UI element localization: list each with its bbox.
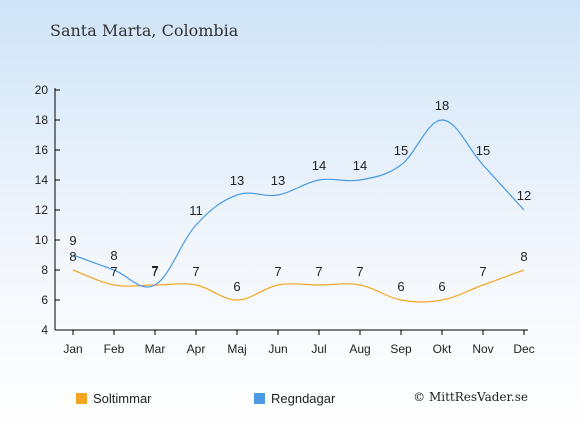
x-tick-label: Mar (145, 342, 166, 356)
x-tick-label: Apr (187, 342, 206, 356)
y-tick-label: 4 (41, 323, 48, 337)
x-tick-label: Jun (268, 342, 287, 356)
y-tick-label: 8 (41, 263, 48, 277)
x-tick-label: Maj (227, 342, 246, 356)
legend-swatch-soltimmar (76, 392, 87, 404)
y-tick-label: 16 (35, 143, 49, 157)
data-label-soltimmar: 7 (315, 264, 322, 279)
x-tick-label: Aug (349, 342, 370, 356)
legend-item-soltimmar: Soltimmar (76, 390, 152, 406)
legend-item-regndagar: Regndagar (254, 390, 335, 406)
data-label-regndagar: 15 (476, 143, 490, 158)
data-label-soltimmar: 8 (69, 249, 76, 264)
data-label-regndagar: 18 (435, 98, 449, 113)
series-line-soltimmar (72, 269, 525, 303)
data-label-regndagar: 8 (110, 248, 117, 263)
y-tick-label: 14 (35, 173, 49, 187)
data-label-soltimmar: 6 (438, 279, 445, 294)
data-label-soltimmar: 6 (397, 279, 404, 294)
data-label-regndagar: 15 (394, 143, 408, 158)
x-tick-label: Sep (390, 342, 412, 356)
data-label-regndagar: 9 (69, 233, 76, 248)
x-tick-label: Jul (311, 342, 326, 356)
data-label-soltimmar: 7 (356, 264, 363, 279)
y-tick-label: 20 (35, 83, 49, 97)
data-label-regndagar: 13 (230, 173, 244, 188)
data-label-regndagar: 14 (312, 158, 326, 173)
y-tick-label: 6 (41, 293, 48, 307)
legend-swatch-regndagar (254, 392, 265, 404)
data-label-soltimmar: 6 (233, 279, 240, 294)
series-line-regndagar (72, 119, 525, 288)
x-tick-label: Feb (104, 342, 125, 356)
y-tick-label: 10 (35, 233, 49, 247)
y-tick-label: 18 (35, 113, 49, 127)
data-label-soltimmar: 7 (479, 264, 486, 279)
data-label-soltimmar: 8 (520, 249, 527, 264)
data-label-soltimmar: 7 (110, 264, 117, 279)
data-label-soltimmar: 7 (151, 264, 158, 279)
legend-label-soltimmar: Soltimmar (93, 390, 152, 406)
data-label-regndagar: 11 (189, 203, 203, 218)
x-tick-label: Jan (63, 342, 82, 356)
x-tick-label: Dec (513, 342, 534, 356)
data-label-soltimmar: 7 (192, 264, 199, 279)
credit-text: © MittResVader.se (413, 390, 528, 404)
data-label-soltimmar: 7 (274, 264, 281, 279)
y-tick-label: 12 (35, 203, 49, 217)
data-label-regndagar: 14 (353, 158, 367, 173)
legend-label-regndagar: Regndagar (271, 390, 336, 406)
x-tick-label: Nov (472, 342, 493, 356)
x-tick-label: Okt (433, 342, 452, 356)
data-label-regndagar: 12 (517, 188, 531, 203)
data-label-regndagar: 7 (151, 263, 158, 278)
chart-title: Santa Marta, Colombia (50, 21, 239, 40)
data-label-regndagar: 13 (271, 173, 285, 188)
